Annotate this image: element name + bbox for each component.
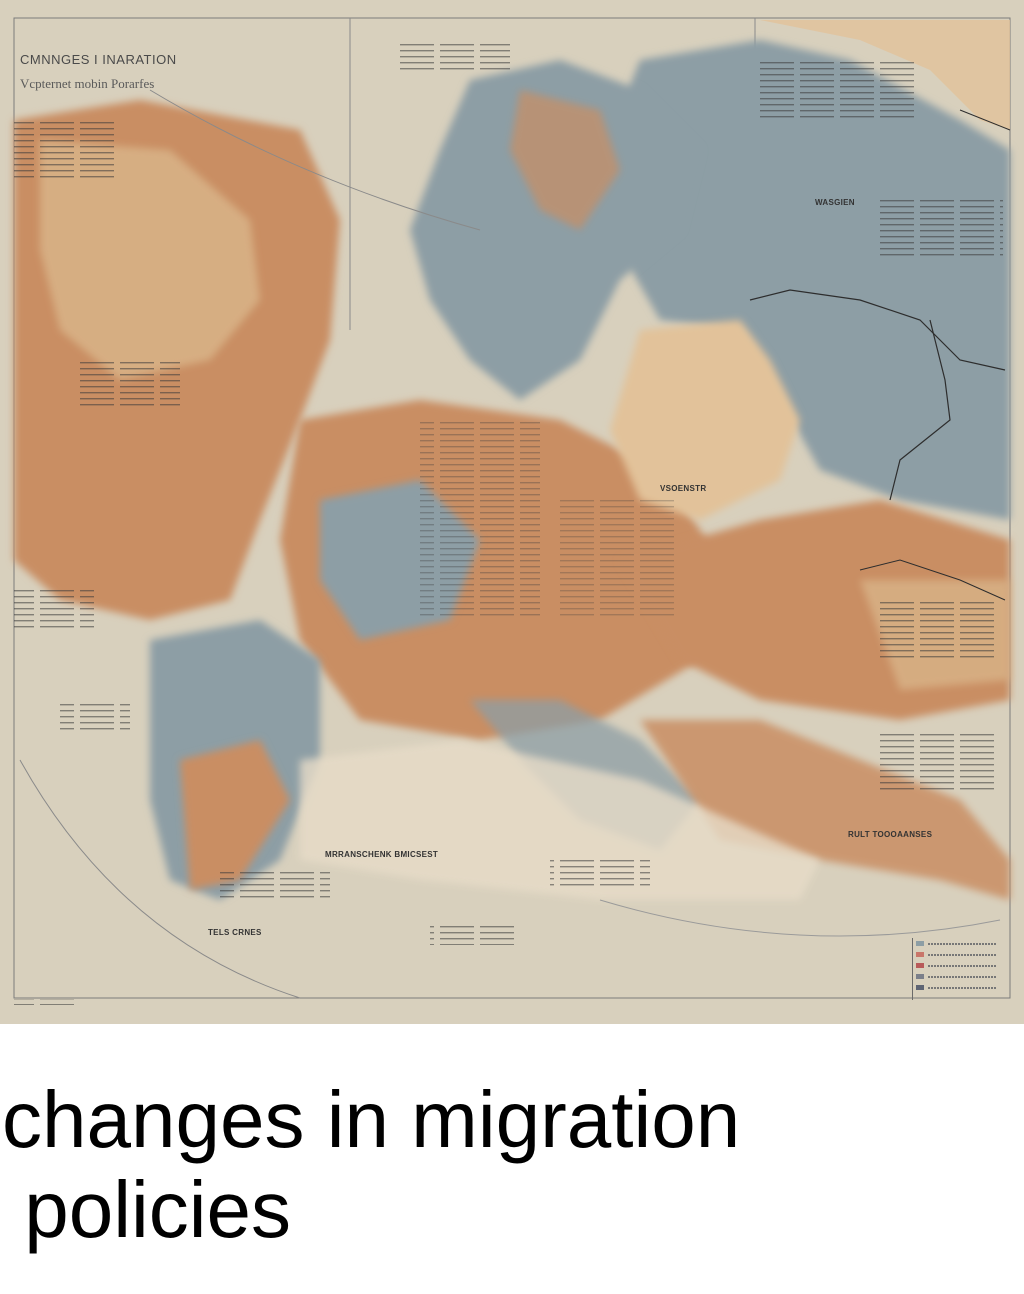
mediterranean-sea [300, 740, 820, 900]
text-block [400, 42, 510, 72]
label-mrranschenk: MRRANSCHENK BMICSEST [325, 850, 439, 859]
text-block [60, 700, 130, 730]
text-block [14, 120, 114, 180]
text-block [14, 999, 74, 1005]
europe-migration-map [13, 17, 1011, 1005]
text-block [80, 360, 180, 410]
legend-row [916, 960, 997, 971]
finland-region [510, 90, 620, 230]
text-block [878, 196, 1003, 256]
border-line [749, 289, 1006, 371]
legend-row [916, 982, 997, 993]
parallel-line [599, 899, 1001, 937]
scandinavia-region [410, 60, 700, 400]
text-block [550, 860, 650, 890]
legend-row [916, 949, 997, 960]
map-title: CMNNGES I INARATION [20, 52, 177, 67]
map-subtitle: Vcpternet mobin Porarfes [20, 76, 155, 91]
text-block [430, 925, 520, 945]
legend-row [916, 971, 997, 982]
text-block [560, 500, 680, 620]
border-line [959, 109, 1011, 131]
balkans-region [640, 720, 1010, 900]
text-block [14, 590, 94, 630]
border-line [859, 559, 1006, 601]
caption-text: changes in migration policies [2, 1075, 741, 1254]
meridian-line [19, 759, 301, 999]
british-isles-region [40, 140, 260, 380]
legend-row [916, 938, 997, 949]
map-panel: CMNNGES I INARATION Vcpternet mobin Pora… [0, 0, 1024, 1024]
south-iberia-region [180, 740, 290, 890]
text-block [220, 870, 330, 900]
text-block [760, 60, 920, 120]
map-legend [912, 938, 997, 1000]
northern-coast [760, 20, 1010, 130]
parallel-line [149, 89, 481, 231]
label-tels-crnes: TELS CRNES [208, 928, 262, 937]
text-block [880, 600, 1000, 660]
baltic-region [610, 320, 800, 520]
label-wasgien: WASGIEN [815, 198, 855, 207]
border-line [889, 319, 951, 501]
text-block [420, 420, 540, 620]
label-vsoenstr: VSOENSTR [660, 484, 707, 493]
text-block [880, 730, 1000, 790]
eastern-region [600, 40, 1010, 520]
label-ruld-toooaanses: RULT TOOOAANSES [848, 830, 933, 839]
